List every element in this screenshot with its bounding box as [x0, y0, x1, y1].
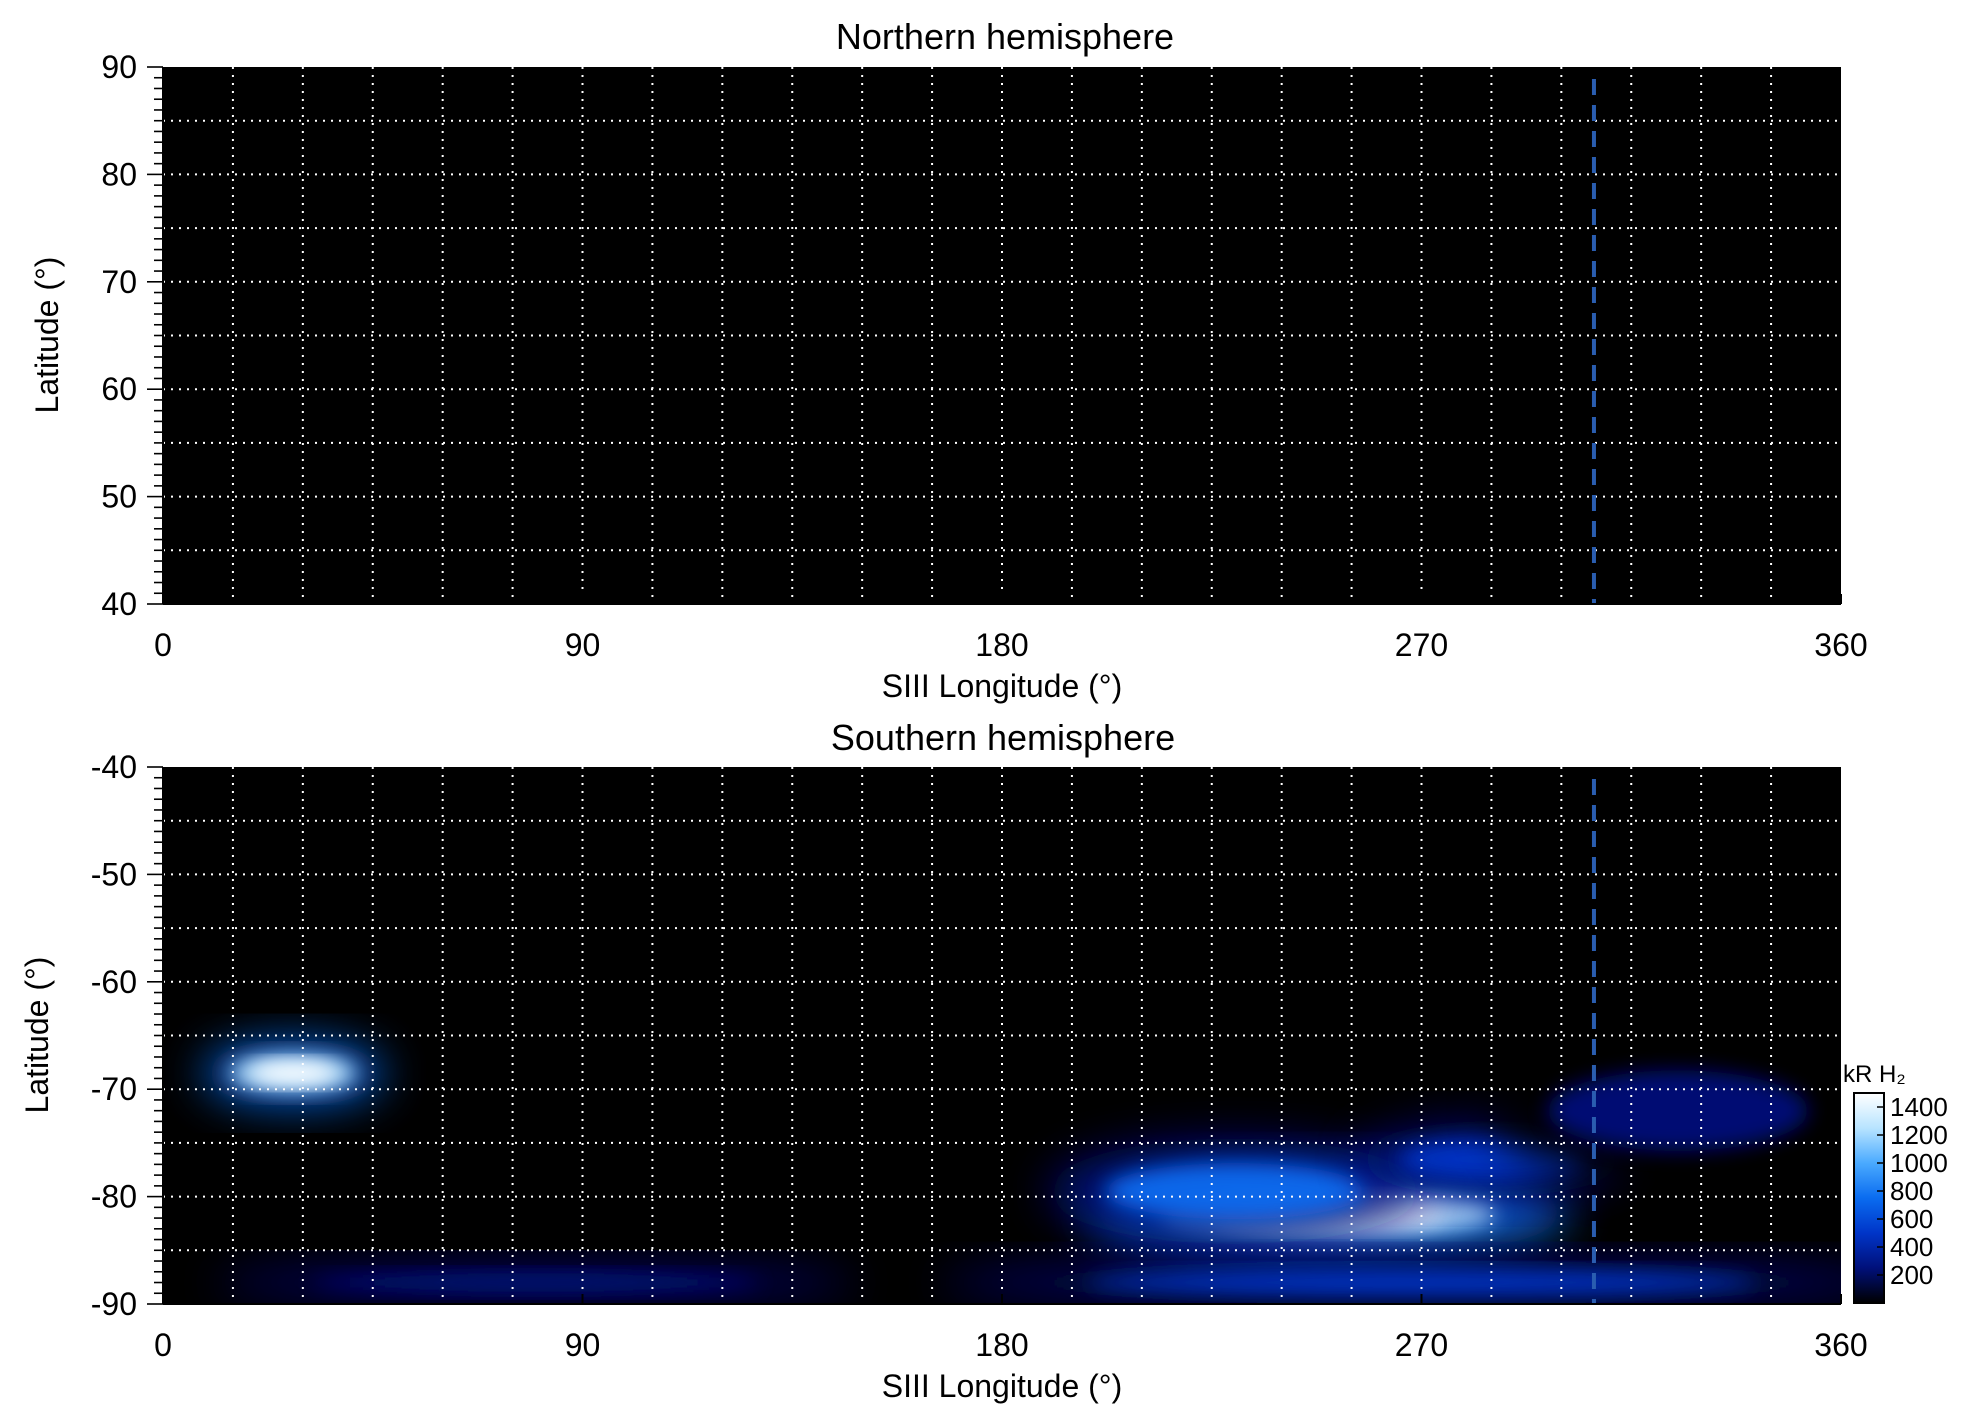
emission-region [1085, 1270, 1758, 1295]
y-tick-label: 60 [101, 371, 137, 407]
y-tick-label: 40 [101, 586, 137, 622]
x-tick-label: 360 [1814, 1327, 1867, 1363]
colorbar-label: kR H₂ [1843, 1061, 1906, 1088]
north-x-ticks: 0 90 180 270 360 [154, 594, 1868, 663]
emission-region [312, 1272, 760, 1293]
colorbar-tick-label: 200 [1890, 1260, 1933, 1290]
colorbar-tick-label: 1200 [1890, 1120, 1948, 1150]
x-tick-label: 180 [975, 627, 1028, 663]
colorbar-tick-label: 800 [1890, 1176, 1933, 1206]
y-tick-label: 80 [101, 156, 137, 192]
x-tick-label: 0 [154, 1327, 172, 1363]
colorbar-tick-label: 1400 [1890, 1092, 1948, 1122]
south-y-axis-label: Latitude (°) [19, 957, 55, 1114]
north-x-axis-label: SIII Longitude (°) [882, 668, 1122, 704]
north-y-ticks: 40 50 60 70 80 90 [101, 49, 163, 622]
y-tick-label: -90 [91, 1286, 137, 1322]
south-grid [163, 767, 1841, 1304]
south-panel: Southern hemisphere 0 90 180 270 360 -90-80-… [19, 717, 1868, 1404]
emission-peak [249, 1062, 338, 1084]
y-tick-label: -50 [91, 856, 137, 892]
north-panel: Northern hemisphere 0 90 180 270 360 40 50 60 7… [29, 16, 1868, 704]
y-tick-label: -70 [91, 1071, 137, 1107]
colorbar-tick-label: 600 [1890, 1204, 1933, 1234]
y-tick-label: -40 [91, 749, 137, 785]
north-y-axis-label: Latitude (°) [29, 257, 65, 414]
x-tick-label: 270 [1395, 627, 1448, 663]
x-tick-label: 90 [565, 1327, 601, 1363]
north-title: Northern hemisphere [836, 16, 1174, 57]
y-tick-label: 70 [101, 264, 137, 300]
x-tick-label: 0 [154, 627, 172, 663]
x-tick-label: 90 [565, 627, 601, 663]
x-tick-label: 360 [1814, 627, 1867, 663]
south-x-axis-label: SIII Longitude (°) [882, 1368, 1122, 1404]
y-tick-label: -80 [91, 1179, 137, 1215]
emission-region [1547, 1070, 1809, 1151]
south-x-ticks: 0 90 180 270 360 [154, 1294, 1868, 1363]
emission-region [1104, 1163, 1366, 1220]
north-grid [163, 67, 1841, 604]
south-title: Southern hemisphere [831, 717, 1175, 758]
y-tick-label: 90 [101, 49, 137, 85]
colorbar-tick-label: 400 [1890, 1232, 1933, 1262]
colorbar-gradient [1853, 1092, 1885, 1304]
x-tick-label: 180 [975, 1327, 1028, 1363]
colorbar-tick-label: 1000 [1890, 1148, 1948, 1178]
y-tick-label: -60 [91, 964, 137, 1000]
south-y-ticks: -90 -80 -70 -60 -50 -40 [91, 749, 163, 1322]
x-tick-label: 270 [1395, 1327, 1448, 1363]
y-tick-label: 50 [101, 479, 137, 515]
